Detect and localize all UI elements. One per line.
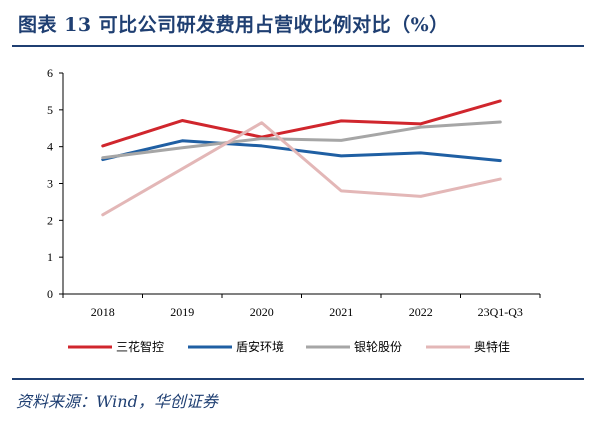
series-line-3 [101, 120, 502, 160]
x-tick-label: 23Q1-Q3 [478, 305, 523, 319]
y-tick-label: 2 [47, 213, 53, 227]
y-tick-label: 3 [47, 177, 53, 191]
title-rule [12, 45, 584, 47]
y-tick-label: 6 [47, 66, 53, 80]
x-tick-label: 2022 [409, 305, 433, 319]
legend-label-3: 银轮股份 [354, 340, 402, 354]
x-tick-label: 2021 [329, 305, 353, 319]
x-tick-label: 2019 [170, 305, 194, 319]
x-tick-label: 2020 [250, 305, 274, 319]
y-tick-label: 5 [47, 103, 53, 117]
legend-label-4: 奥特佳 [474, 339, 510, 354]
y-tick-label: 0 [47, 287, 53, 301]
y-tick-label: 1 [47, 250, 53, 264]
series-line-4 [101, 121, 502, 217]
y-tick-label: 4 [47, 140, 53, 154]
x-tick-label: 2018 [91, 305, 115, 319]
legend-label-1: 三花智控 [116, 339, 164, 354]
source-rule [12, 378, 584, 380]
chart-title: 图表 13 可比公司研发费用占营收比例对比（%） [18, 14, 449, 36]
series-line-2 [101, 139, 502, 163]
source-note: 资料来源：Wind，华创证券 [16, 392, 218, 411]
legend-label-2: 盾安环境 [236, 339, 284, 354]
series-line-1 [101, 99, 502, 148]
